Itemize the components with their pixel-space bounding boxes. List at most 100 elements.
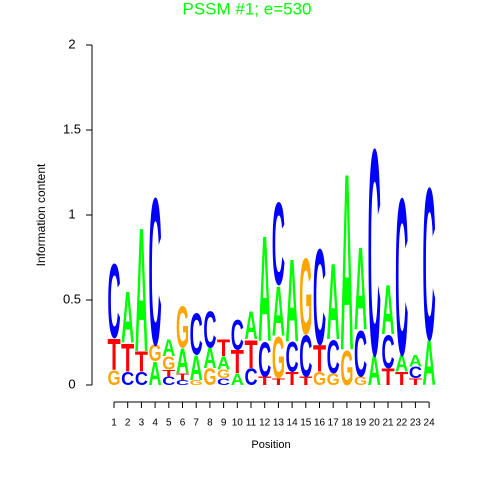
logo-letter: C [395,151,408,402]
x-tick-label: 9 [221,418,227,429]
logo-letter: A [258,205,271,373]
x-tick-label: 12 [259,418,271,429]
logo-letter: T [121,336,134,381]
logo-letter: T [409,377,422,387]
x-tick-label: 6 [180,418,186,429]
logo-letter: G [340,340,353,396]
logo-letter: C [313,221,326,374]
logo-letter: C [423,142,436,386]
x-tick-label: 16 [314,418,326,429]
logo-letter: C [286,333,299,381]
logo-letter: C [381,325,394,379]
logo-letter: C [244,364,257,391]
logo-letter: G [313,368,326,389]
logo-letter: T [231,344,245,381]
logo-letter: G [299,235,312,358]
logo-letter: G [327,370,340,389]
logo-letter: C [203,302,216,359]
x-tick-label: 7 [193,418,199,429]
x-tick-label: 18 [341,418,353,429]
logo-letter: C [354,318,367,391]
logo-letter: A [176,342,189,382]
logo-letter: G [203,364,216,391]
logo-letter: C [272,177,285,310]
y-tick-label: 2 [68,36,75,51]
logo-letter: A [190,349,203,389]
logo-letter: G [176,295,189,361]
logo-letter: A [203,343,216,375]
x-tick-label: 21 [382,418,394,429]
y-tick-label: 0.5 [63,291,81,306]
x-tick-label: 15 [300,418,312,429]
x-tick-label: 2 [125,418,131,429]
y-tick-label: 1 [68,206,75,221]
logo-letter: G [190,378,203,386]
logo-letter: T [162,369,175,379]
logo-letter: T [135,347,148,379]
x-tick-label: 10 [232,418,244,429]
y-tick-label: 1.5 [63,121,81,136]
logo-letter: A [286,233,299,366]
logo-letter: A [217,353,231,374]
logo-letter: A [381,270,394,349]
logo-letter: C [107,243,120,361]
logo-letter: G [272,326,285,392]
logo-letter: A [149,355,162,392]
logo-letter: A [423,327,436,399]
logo-letter: A [395,350,408,377]
logo-letter: C [121,368,135,389]
logo-letter: T [299,375,313,388]
logo-letter: C [149,154,162,389]
x-tick-label: 20 [369,418,381,429]
logo-letter: A [368,346,381,394]
logo-letter: C [327,330,340,384]
logo-letter: T [217,335,230,362]
y-axis-label: Information content [34,163,48,266]
logo-letter: C [368,89,381,418]
logo-letter: G [217,368,230,381]
x-tick-label: 1 [111,418,117,429]
logo-letter: C [409,363,422,382]
logo-letter: A [121,278,134,359]
x-tick-label: 23 [410,418,422,429]
logo-letter: A [340,121,353,403]
logo-letter: G [354,375,367,388]
logo-letter: T [107,331,120,381]
y-tick-label: 0 [68,376,75,391]
logo-letter: T [258,375,272,388]
logo-letter: C [231,310,244,358]
logo-letter: C [299,324,312,390]
logo-letter: T [272,377,285,387]
logo-letter: T [286,368,300,389]
x-tick-label: 13 [273,418,285,429]
logo-letter: G [162,353,175,374]
chart-title: PSSM #1; e=530 [182,0,311,18]
logo-letter: A [327,240,340,363]
logo-letter: C [190,302,203,368]
logo-letter: G [107,367,120,390]
logo-letter: G [149,340,162,367]
x-tick-label: 19 [355,418,367,429]
logo-letter: A [272,271,285,350]
logo-letter: A [162,335,175,362]
logo-letter: C [135,368,149,389]
logo-letter: T [395,368,409,389]
x-tick-label: 8 [207,418,213,429]
logo-letter: C [258,332,271,388]
x-tick-label: 14 [287,418,299,429]
x-tick-label: 11 [246,418,257,429]
x-tick-label: 24 [424,418,436,429]
x-tick-label: 4 [152,418,158,429]
logo-letter: A [135,191,148,389]
logo-letter: A [409,351,422,370]
x-tick-label: 22 [396,418,408,429]
logo-letter: T [176,372,189,382]
logo-letter: C [217,377,230,387]
x-tick-label: 3 [139,418,145,429]
logo-letter: A [244,303,257,348]
logo-letter: A [231,370,244,389]
logo-letter: T [381,364,394,391]
x-tick-label: 17 [328,418,340,429]
x-tick-label: 5 [166,418,172,429]
